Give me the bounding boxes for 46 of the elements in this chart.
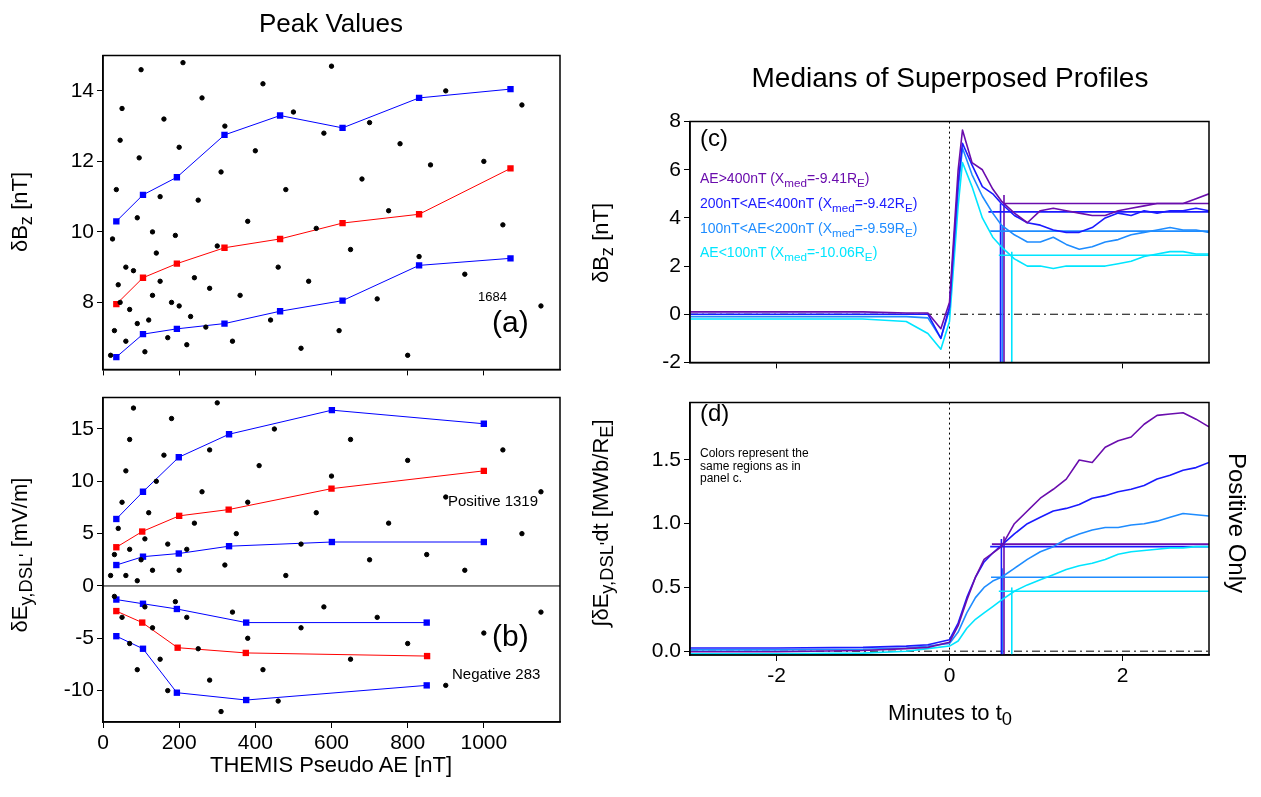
y-tick-label: 0.0 bbox=[651, 637, 681, 661]
annotation: (a) bbox=[492, 305, 529, 338]
y-tick-label: 1.5 bbox=[651, 446, 681, 470]
y-tick-label: 6 bbox=[669, 156, 681, 180]
text: 200nT<AE<400nT (X$_{med}$=-9.42R$_{E}$) bbox=[700, 193, 918, 216]
text: AE>400nT (X$_{med}$=-9.41R$_{E}$) bbox=[700, 169, 871, 191]
x-axis-title: Minutes to t$_{0}$ bbox=[888, 700, 1012, 731]
y-tick-label: 10 bbox=[70, 468, 94, 492]
chart-title: Peak Values bbox=[258, 8, 404, 39]
y-tick-label: -5 bbox=[75, 625, 94, 649]
annotation: (c) bbox=[700, 124, 728, 151]
x-tick-label: 0 bbox=[943, 663, 956, 687]
y-tick-label: 1.0 bbox=[651, 510, 681, 534]
y-tick-label: 5 bbox=[82, 520, 94, 544]
x-tick-label: 600 bbox=[313, 730, 350, 754]
y-tick-label: 8 bbox=[669, 108, 681, 132]
annotation: 1684 bbox=[478, 289, 507, 304]
y-tick-label: 2 bbox=[669, 252, 681, 276]
x-tick-label: 0 bbox=[97, 730, 109, 754]
text: AE<100nT (X$_{med}$=-10.06R$_{E}$) bbox=[700, 243, 879, 266]
y-tick-label: 0 bbox=[82, 572, 94, 596]
y-tick-label: 14 bbox=[70, 77, 95, 101]
x-tick-label: -2 bbox=[767, 663, 786, 687]
text: Positive Only bbox=[1223, 452, 1251, 594]
annotation: Colors represent the same regions as in panel c. bbox=[700, 446, 810, 486]
y-tick-label: 8 bbox=[82, 289, 94, 313]
x-axis-title: THEMIS Pseudo AE [nT] bbox=[209, 752, 453, 778]
y-tick-label: 0.5 bbox=[651, 574, 681, 598]
y-tick-label: 4 bbox=[669, 204, 682, 228]
annotation: (d) bbox=[700, 399, 730, 426]
annotation: Positive 1319 bbox=[448, 492, 539, 509]
y-tick-label: 10 bbox=[70, 218, 94, 242]
y-tick-label: 0 bbox=[669, 301, 681, 325]
chart-title: Medians of Superposed Profiles bbox=[751, 62, 1149, 94]
annotation: (b) bbox=[492, 619, 529, 652]
text: 100nT<AE<200nT (X$_{med}$=-9.59R$_{E}$) bbox=[700, 218, 918, 241]
x-tick-label: 200 bbox=[161, 730, 197, 754]
annotation: Negative 283 bbox=[452, 665, 541, 682]
x-tick-label: 2 bbox=[1116, 663, 1129, 687]
y-tick-label: 15 bbox=[70, 415, 94, 439]
x-tick-label: 400 bbox=[237, 730, 273, 754]
x-tick-label: 800 bbox=[390, 730, 426, 754]
y-tick-label: -10 bbox=[63, 677, 94, 701]
y-tick-label: 12 bbox=[70, 148, 94, 172]
y-tick-label: -2 bbox=[662, 349, 681, 373]
x-tick-label: 1000 bbox=[460, 730, 508, 754]
